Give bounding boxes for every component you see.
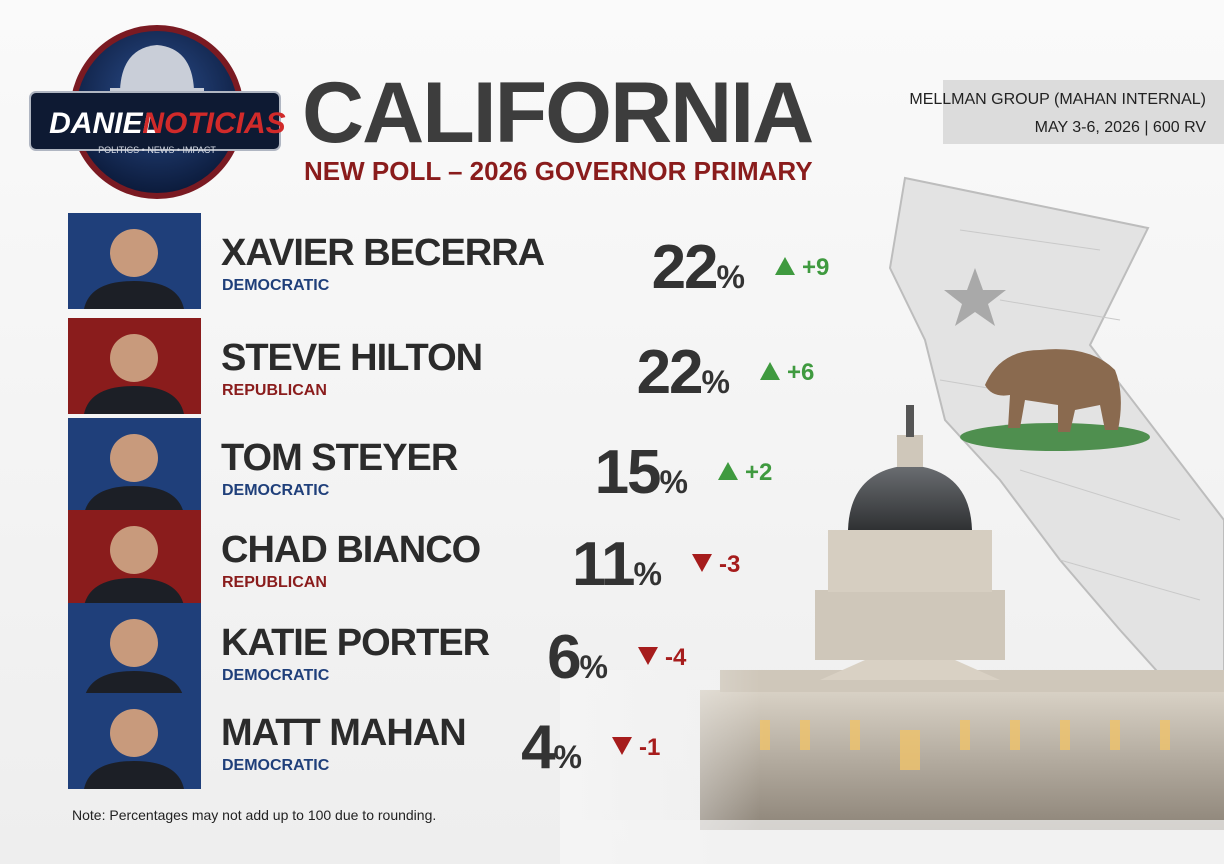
- candidate-name: CHAD BIANCO: [221, 529, 480, 571]
- arrow-down: [692, 554, 712, 572]
- photo-shoulders: [84, 671, 184, 699]
- photo-shoulders: [84, 386, 184, 414]
- candidate-name: KATIE PORTER: [221, 622, 490, 664]
- candidate-name: MATT MAHAN: [221, 712, 466, 754]
- candidate-party: REPUBLICAN: [222, 574, 327, 591]
- vote-share: 4%: [521, 713, 582, 782]
- photo-shoulders: [84, 486, 184, 514]
- photo-head: [110, 526, 158, 574]
- photo-head: [110, 619, 158, 667]
- share-number: 4: [521, 713, 556, 782]
- vote-share: 22%: [652, 233, 745, 302]
- title: CALIFORNIA: [302, 65, 812, 161]
- photo-head: [110, 709, 158, 757]
- candidate-row: XAVIER BECERRA DEMOCRATIC 22% +9: [68, 213, 829, 309]
- candidate-row: TOM STEYER DEMOCRATIC 15% +2: [68, 418, 772, 514]
- candidate-party: DEMOCRATIC: [222, 482, 330, 499]
- change: -1: [639, 734, 660, 761]
- change: -3: [719, 551, 740, 578]
- candidate-party: REPUBLICAN: [222, 382, 327, 399]
- share-unit: %: [702, 364, 730, 400]
- capitol-building: [560, 405, 1224, 864]
- note: Note: Percentages may not add up to 100 …: [72, 807, 436, 823]
- candidate-name: STEVE HILTON: [221, 337, 482, 379]
- vote-share: 22%: [637, 338, 730, 407]
- share-unit: %: [554, 739, 582, 775]
- candidate-name: XAVIER BECERRA: [221, 232, 545, 274]
- change: +9: [802, 254, 829, 281]
- share-unit: %: [660, 464, 688, 500]
- candidate-name: TOM STEYER: [221, 437, 458, 479]
- vote-share: 15%: [595, 438, 688, 507]
- photo-head: [110, 334, 158, 382]
- california-map: [888, 176, 1224, 692]
- arrow-down: [638, 647, 658, 665]
- photo-shoulders: [84, 578, 184, 606]
- source-details: MAY 3-6, 2026 | 600 RV: [1035, 119, 1207, 136]
- candidate-list: XAVIER BECERRA DEMOCRATIC 22% +9 STEVE HILTO…: [68, 213, 829, 789]
- candidate-party: DEMOCRATIC: [222, 757, 330, 774]
- brand-logo: DANIEL NOTICIAS POLITICS • NEWS • IMPACT: [29, 25, 286, 199]
- brand-name: DANIEL: [49, 107, 161, 140]
- photo-head: [110, 229, 158, 277]
- share-unit: %: [717, 259, 745, 295]
- photo-shoulders: [84, 281, 184, 309]
- share-number: 11: [572, 530, 634, 599]
- candidate-row: MATT MAHAN DEMOCRATIC 4% -1: [68, 693, 660, 789]
- change: +2: [745, 459, 772, 486]
- share-number: 15: [595, 438, 660, 507]
- change: -4: [665, 644, 687, 671]
- arrow-up: [760, 362, 780, 380]
- candidate-row: KATIE PORTER DEMOCRATIC 6% -4: [68, 603, 687, 699]
- candidate-row: CHAD BIANCO REPUBLICAN 11% -3: [68, 510, 740, 606]
- arrow-up: [775, 257, 795, 275]
- share-unit: %: [580, 649, 608, 685]
- candidate-party: DEMOCRATIC: [222, 667, 330, 684]
- arrow-down: [612, 737, 632, 755]
- change: +6: [787, 359, 814, 386]
- brand-name: NOTICIAS: [142, 107, 285, 140]
- photo-shoulders: [84, 761, 184, 789]
- source-box: [943, 80, 1224, 144]
- arrow-up: [718, 462, 738, 480]
- subtitle: NEW POLL – 2026 GOVERNOR PRIMARY: [304, 156, 813, 186]
- share-number: 22: [652, 233, 717, 302]
- candidate-row: STEVE HILTON REPUBLICAN 22% +6: [68, 318, 814, 414]
- vote-share: 11%: [572, 530, 662, 599]
- candidate-party: DEMOCRATIC: [222, 277, 330, 294]
- photo-head: [110, 434, 158, 482]
- source-pollster: MELLMAN GROUP (MAHAN INTERNAL): [909, 91, 1206, 108]
- share-unit: %: [634, 556, 662, 592]
- brand-tagline: POLITICS • NEWS • IMPACT: [98, 145, 216, 155]
- vote-share: 6%: [547, 623, 608, 692]
- share-number: 22: [637, 338, 702, 407]
- share-number: 6: [547, 623, 580, 692]
